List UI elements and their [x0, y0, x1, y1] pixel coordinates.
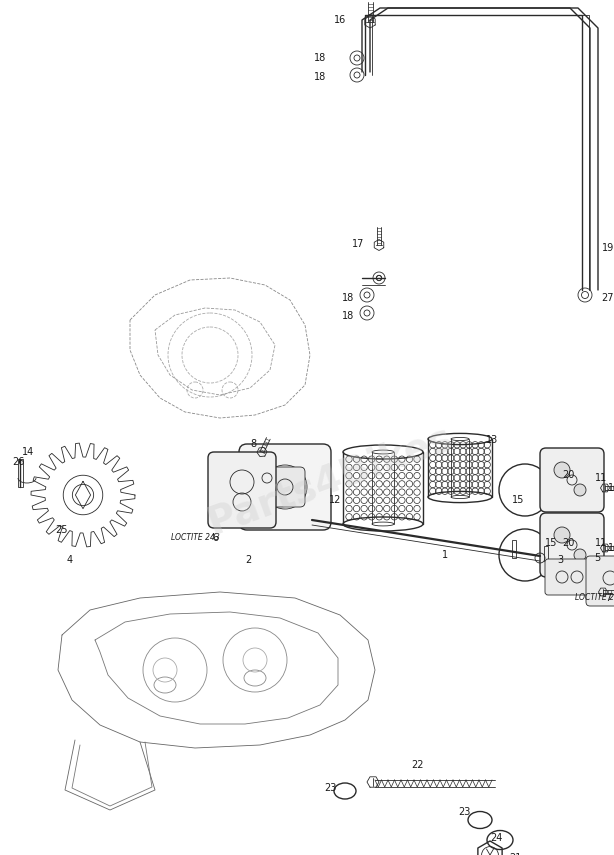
FancyBboxPatch shape: [540, 513, 604, 577]
FancyBboxPatch shape: [239, 444, 331, 530]
Text: 20: 20: [562, 538, 574, 548]
Bar: [544, 546, 548, 561]
Text: 14: 14: [22, 447, 34, 457]
Text: 23: 23: [458, 807, 470, 817]
Text: 15: 15: [545, 538, 557, 548]
Bar: [512, 540, 516, 558]
Text: 17: 17: [352, 239, 364, 249]
Text: 22: 22: [412, 760, 424, 770]
Text: 5: 5: [594, 553, 600, 563]
Circle shape: [554, 462, 570, 478]
FancyBboxPatch shape: [545, 559, 589, 595]
Text: 8: 8: [250, 439, 256, 449]
Text: 15: 15: [512, 495, 524, 505]
FancyBboxPatch shape: [265, 467, 305, 507]
Text: 20: 20: [562, 470, 574, 480]
Text: 6: 6: [212, 533, 218, 543]
Text: 12: 12: [329, 495, 341, 505]
Circle shape: [554, 527, 570, 543]
Text: 24: 24: [490, 833, 502, 843]
Text: 27: 27: [602, 293, 614, 303]
Bar: [18, 459, 23, 487]
Text: 13: 13: [486, 435, 498, 445]
Text: 26: 26: [12, 457, 24, 467]
Text: 19: 19: [602, 243, 614, 253]
FancyBboxPatch shape: [540, 448, 604, 512]
FancyBboxPatch shape: [586, 556, 614, 606]
Circle shape: [574, 549, 586, 561]
Text: 18: 18: [314, 72, 326, 82]
Text: 3: 3: [557, 555, 563, 565]
Text: 7: 7: [605, 593, 611, 603]
Text: 10: 10: [608, 543, 614, 553]
Text: LOCTITE 243: LOCTITE 243: [171, 533, 219, 541]
Text: 10: 10: [608, 483, 614, 493]
Text: 18: 18: [314, 53, 326, 63]
Text: 11: 11: [595, 473, 607, 483]
Text: 23: 23: [324, 783, 336, 793]
Text: 18: 18: [342, 311, 354, 321]
FancyBboxPatch shape: [208, 452, 276, 528]
Text: 4: 4: [67, 555, 73, 565]
Text: 16: 16: [334, 15, 346, 25]
Text: 2: 2: [245, 555, 251, 565]
Circle shape: [574, 484, 586, 496]
Text: 18: 18: [342, 293, 354, 303]
Text: 25: 25: [56, 525, 68, 535]
Text: LOCTITE 24: LOCTITE 24: [575, 593, 614, 602]
Text: 21: 21: [509, 853, 521, 855]
Text: Parts4Bikes: Parts4Bikes: [202, 418, 458, 542]
Text: 1: 1: [442, 550, 448, 560]
Text: 11: 11: [595, 538, 607, 548]
